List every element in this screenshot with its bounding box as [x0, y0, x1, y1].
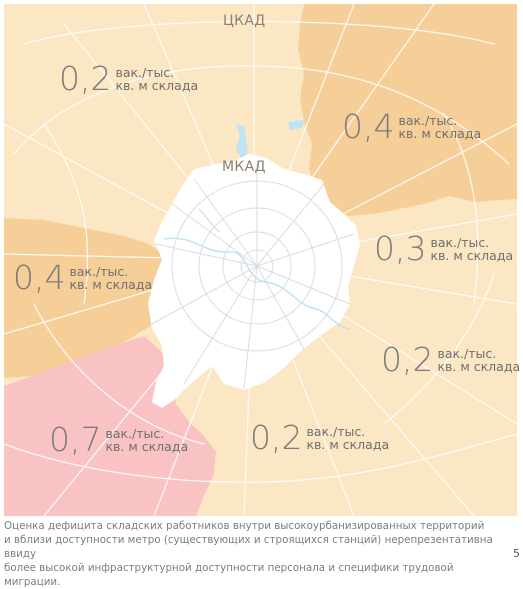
zone-value: 0,2 — [59, 59, 112, 98]
zone-unit-line1: вак./тыс. — [69, 263, 129, 279]
zone-unit-line1: вак./тыс. — [437, 345, 497, 361]
zone-unit-line2: кв. м склада — [437, 358, 521, 374]
zone-label-northeast: 0,4 вак./тыс. кв. м склада — [342, 110, 481, 143]
mkad-label: МКАД — [222, 159, 266, 175]
warehouse-labor-map — [4, 4, 517, 516]
map-caption: Оценка дефицита складских работников вну… — [4, 519, 504, 589]
tskad-label: ЦКАД — [223, 13, 266, 29]
zone-unit: вак./тыс. кв. м склада — [306, 425, 389, 451]
zone-label-south: 0,2 вак./тыс. кв. м склада — [250, 421, 389, 454]
zone-value: 0,4 — [342, 107, 395, 146]
zone-unit: вак./тыс. кв. м склада — [437, 347, 520, 373]
zone-value: 0,4 — [13, 258, 66, 297]
zone-value: 0,2 — [381, 340, 434, 379]
zone-value: 0,3 — [374, 229, 427, 268]
zone-unit: вак./тыс. кв. м склада — [430, 236, 513, 262]
zone-value: 0,7 — [49, 420, 102, 459]
zone-label-southeast: 0,2 вак./тыс. кв. м склада — [381, 343, 520, 376]
zone-unit: вак./тыс. кв. м склада — [398, 114, 481, 140]
zone-unit: вак./тыс. кв. м склада — [105, 427, 188, 453]
zone-unit-line1: вак./тыс. — [430, 234, 490, 250]
zone-unit: вак./тыс. кв. м склада — [69, 265, 152, 291]
zone-unit-line2: кв. м склада — [306, 436, 390, 452]
zone-unit-line2: кв. м склада — [398, 125, 482, 141]
zone-west-fill — [4, 218, 174, 378]
caption-line: и вблизи доступности метро (существующих… — [4, 534, 493, 560]
zone-unit-line2: кв. м склада — [115, 77, 199, 93]
moskva-river — [163, 237, 350, 330]
zone-label-east: 0,3 вак./тыс. кв. м склада — [374, 232, 513, 265]
reservoir — [288, 120, 304, 130]
caption-line: более высокой инфраструктурной доступнос… — [4, 562, 454, 588]
zone-unit-line2: кв. м склада — [430, 247, 514, 263]
zone-value: 0,2 — [250, 418, 303, 457]
page-number: 5 — [513, 547, 520, 560]
zone-unit-line1: вак./тыс. — [398, 112, 458, 128]
caption-line: Оценка дефицита складских работников вну… — [4, 520, 485, 532]
zone-northeast-fill — [298, 4, 517, 216]
zone-label-northwest: 0,2 вак./тыс. кв. м склада — [59, 62, 198, 95]
reservoir — [236, 124, 248, 160]
city-streets — [151, 164, 355, 390]
zone-unit: вак./тыс. кв. м склада — [115, 66, 198, 92]
zone-unit-line2: кв. м склада — [105, 438, 189, 454]
zone-unit-line2: кв. м склада — [69, 276, 153, 292]
river — [198, 208, 221, 233]
zone-unit-line1: вак./тыс. — [306, 423, 366, 439]
zone-label-west: 0,4 вак./тыс. кв. м склада — [13, 261, 152, 294]
zone-unit-line1: вак./тыс. — [105, 425, 165, 441]
zone-unit-line1: вак./тыс. — [115, 64, 175, 80]
moscow-city-area — [148, 154, 360, 408]
zone-label-southwest: 0,7 вак./тыс. кв. м склада — [49, 423, 188, 456]
